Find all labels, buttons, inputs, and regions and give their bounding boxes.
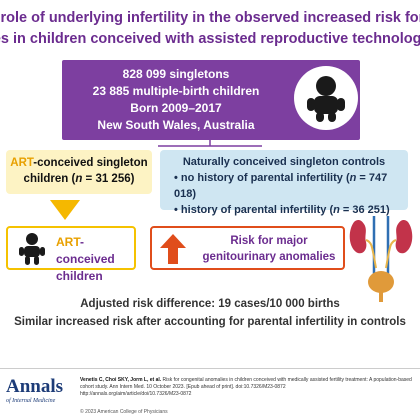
art-outcome-box: ART-conceived children — [6, 226, 136, 283]
page-title: What is the role of underlying infertili… — [0, 8, 420, 50]
title-line-1: What is the role of underlying infertili… — [0, 10, 420, 26]
split-lines — [158, 140, 262, 147]
risk-label: Risk for major genitourinary anomalies — [202, 235, 336, 263]
arrow-up-icon — [160, 234, 186, 264]
art-n-value: = 31 256) — [82, 173, 135, 185]
annals-logo: Annals of Internal Medicine — [6, 377, 74, 413]
art-outcome-label: ART-conceived children — [56, 235, 115, 283]
cohort-multiples: 23 885 multiple-birth children — [92, 84, 260, 98]
art-n-label: n — [75, 173, 83, 185]
cohort-singletons: 828 099 singletons — [122, 67, 230, 81]
cohort-born: Born 2009–2017 — [130, 101, 222, 115]
controls-box: Naturally conceived singleton controls •… — [160, 150, 408, 216]
kidney-bladder-icon — [349, 216, 413, 302]
result-risk-difference: Adjusted risk difference: 19 cases/10 00… — [80, 298, 340, 310]
citation-authors: Venetis C, Choi SKY, Jorm L, et al. — [80, 377, 162, 383]
citation-text: Risk for congenital anomalies in childre… — [80, 377, 412, 390]
citation-url[interactable]: http://annals.org/aim/article/doi/10.732… — [80, 391, 192, 397]
controls-heading: Naturally conceived singleton controls — [182, 156, 386, 168]
controls-item-2: • history of parental infertility (n = 3… — [174, 204, 390, 216]
cohort-location: New South Wales, Australia — [97, 118, 255, 132]
controls-item-1: • no history of parental infertility (n … — [174, 172, 388, 200]
footer: Annals of Internal Medicine Venetis C, C… — [0, 368, 420, 420]
title-line-2: anomalies in children conceived with ass… — [0, 31, 420, 47]
logo-name: Annals — [6, 376, 64, 397]
risk-box: Risk for major genitourinary anomalies — [150, 226, 345, 270]
cohort-text: 828 099 singletons 23 885 multiple-birth… — [76, 66, 276, 134]
art-prefix: ART — [10, 157, 34, 169]
baby-icon — [294, 66, 358, 130]
cohort-box: 828 099 singletons 23 885 multiple-birth… — [62, 60, 360, 140]
art-label: -conceived singleton children ( — [23, 157, 148, 185]
copyright: © 2023 American College of Physicians — [80, 409, 168, 415]
citation: Venetis C, Choi SKY, Jorm L, et al. Risk… — [80, 377, 416, 398]
down-arrow-icon — [50, 200, 80, 220]
result-similar-risk: Similar increased risk after accounting … — [14, 316, 406, 328]
art-group-box: ART-conceived singleton children (n = 31… — [6, 150, 152, 194]
logo-subtitle: of Internal Medicine — [6, 398, 56, 404]
child-icon — [19, 233, 45, 265]
